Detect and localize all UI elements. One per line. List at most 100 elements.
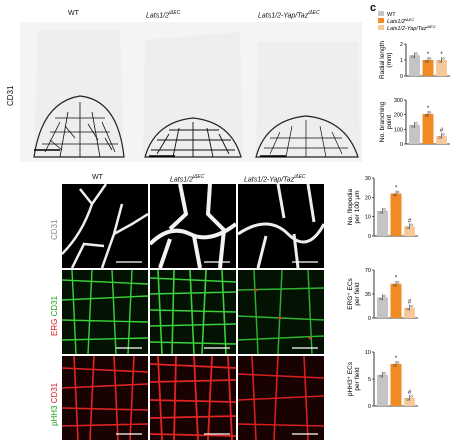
grid-row-label-phh3-cd31: pHH3 CD31 — [50, 382, 59, 426]
bar — [409, 124, 420, 144]
significance-mark: # — [440, 128, 444, 134]
bar — [377, 297, 388, 318]
grid-col-label-lats: Lats1/2iΔEC — [170, 174, 205, 184]
y-tick-label: 1 — [400, 58, 403, 64]
chart-phh3-ecs: 0 5 10 pHH3⁺ ECsper field * # — [347, 350, 418, 410]
y-axis-label: ERG⁺ ECsper field — [347, 277, 361, 309]
data-point — [392, 283, 396, 287]
grid-row-label-cd31: CD31 — [50, 219, 59, 240]
grid-row-label-erg-cd31: ERG CD31 — [50, 295, 59, 336]
panel-letter: c — [370, 2, 377, 14]
bar — [404, 397, 415, 406]
bar — [404, 226, 415, 236]
y-tick-label: 2 — [400, 42, 403, 48]
y-tick-label: 5 — [368, 377, 371, 383]
bar — [436, 60, 447, 76]
legend-label-lats: Lats1/2iΔEC — [387, 17, 414, 25]
data-point — [442, 57, 445, 60]
data-point — [442, 133, 445, 136]
data-point — [379, 211, 382, 214]
data-point — [424, 114, 428, 117]
significance-mark: # — [408, 390, 412, 396]
data-point — [428, 111, 432, 114]
data-point — [392, 364, 396, 367]
data-point — [424, 60, 428, 63]
bar — [422, 60, 434, 76]
y-axis-label: No. branchingpoint — [379, 101, 393, 142]
legend: WT Lats1/2iΔEC Lats1/2-Yap/TaziΔEC — [378, 11, 436, 32]
legend-label-lats-yap: Lats1/2-Yap/TaziΔEC — [387, 24, 436, 32]
retina-image-lats-yap — [250, 22, 362, 162]
significance-mark: * — [395, 185, 398, 191]
significance-mark: # — [408, 300, 412, 306]
micro-cd31-wt — [62, 184, 148, 268]
chart-radial-length: 0 1 2 Radial length(mm) * * — [379, 41, 450, 80]
bar — [377, 210, 388, 236]
y-tick-label: 0 — [368, 404, 371, 410]
micro-phh3-lats — [150, 356, 236, 440]
data-point — [396, 280, 400, 284]
top-col-label-lats-yap: Lats1/2-Yap/TaziΔEC — [258, 10, 320, 20]
bar — [390, 283, 402, 318]
y-tick-label: 20 — [365, 195, 371, 201]
top-row-label: CD31 — [6, 85, 15, 106]
y-tick-label: 10 — [365, 350, 371, 356]
data-point — [406, 398, 409, 401]
bar — [422, 113, 434, 144]
bar — [377, 374, 388, 406]
significance-mark: * — [440, 52, 443, 58]
y-tick-label: 0 — [368, 234, 371, 240]
data-point — [411, 125, 414, 128]
micro-phh3-lats-yap — [238, 356, 324, 440]
bar — [404, 307, 415, 318]
data-point — [379, 297, 382, 301]
y-axis-label: pHH3⁺ ECsper field — [347, 361, 361, 396]
data-point — [415, 52, 418, 55]
chart-filopodia: 0 10 20 30 No. filopodiaper 100 µm * # — [347, 176, 418, 240]
retina-image-lats — [135, 22, 250, 162]
bar — [390, 193, 402, 236]
micro-erg-wt — [62, 270, 148, 354]
significance-mark: * — [427, 106, 430, 112]
legend-swatch-wt — [378, 11, 384, 16]
data-point — [383, 294, 386, 298]
y-tick-label: 0 — [400, 74, 403, 80]
significance-mark: * — [395, 356, 398, 362]
y-axis-label: Radial length(mm) — [379, 41, 393, 79]
grid-col-label-lats-yap: Lats1/2-Yap/TaziΔEC — [244, 174, 306, 184]
legend-label-wt: WT — [387, 12, 396, 18]
y-tick-label: 300 — [394, 98, 403, 104]
data-point — [428, 57, 432, 60]
significance-mark: * — [427, 52, 430, 58]
bar — [436, 135, 447, 144]
retina-image-wt — [20, 22, 135, 162]
data-point — [396, 361, 400, 364]
y-tick-label: 200 — [394, 113, 403, 119]
grid-col-label-wt: WT — [92, 174, 103, 181]
micro-erg-lats-yap — [238, 270, 324, 354]
y-axis-label: No. filopodiaper 100 µm — [347, 189, 361, 226]
data-point — [438, 60, 441, 63]
top-col-label-lats: Lats1/2iΔEC — [146, 10, 181, 20]
legend-swatch-lats — [378, 18, 384, 23]
chart-erg-ecs: 0 35 70 ERG⁺ ECsper field * # — [347, 268, 418, 322]
data-point — [379, 374, 382, 378]
y-tick-label: 0 — [368, 316, 371, 322]
micro-erg-lats — [150, 270, 236, 354]
bar — [390, 363, 402, 406]
legend-swatch-lats-yap — [378, 25, 384, 30]
data-point — [438, 136, 441, 139]
data-point — [383, 371, 386, 375]
bar — [409, 55, 420, 76]
top-charts: WT Lats1/2iΔEC Lats1/2-Yap/TaziΔEC 0 1 2 Ra… — [378, 11, 450, 148]
y-tick-label: 0 — [400, 142, 403, 148]
data-point — [410, 395, 413, 398]
data-point — [406, 226, 409, 230]
data-point — [411, 55, 414, 58]
significance-mark: * — [395, 276, 398, 282]
data-point — [396, 190, 400, 194]
data-point — [392, 193, 396, 197]
bottom-charts: 0 10 20 30 No. filopodiaper 100 µm * # 0 35 70 ER… — [347, 176, 418, 410]
y-tick-label: 30 — [365, 176, 371, 182]
